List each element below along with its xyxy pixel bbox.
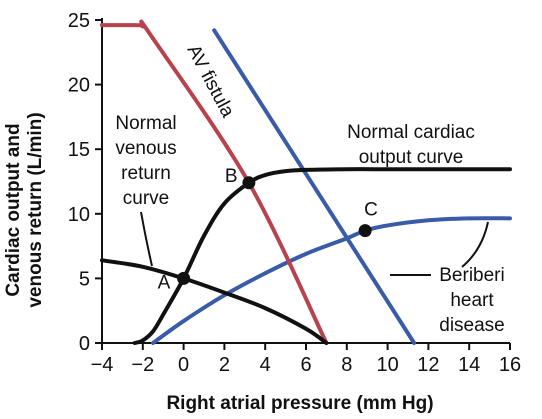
x-tick-label: 8: [341, 354, 352, 376]
svg-text:Beriberi: Beriberi: [439, 265, 504, 286]
x-tick-label: −4: [91, 354, 114, 376]
leader-venous-return: [141, 212, 152, 266]
point-label-c: C: [364, 200, 378, 221]
svg-text:Normal cardiac: Normal cardiac: [347, 122, 475, 143]
y-tick-label: 25: [68, 10, 90, 32]
point-b: [242, 176, 255, 189]
leader-beriberi-upper: [462, 222, 488, 267]
svg-text:disease: disease: [439, 315, 505, 336]
x-axis-title: Right atrial pressure (mm Hg): [166, 393, 433, 414]
y-tick-label: 15: [68, 139, 90, 161]
y-axis-title-line1: Cardiac output and: [3, 123, 24, 296]
svg-text:Normal: Normal: [115, 113, 176, 134]
x-tick-label: 16: [499, 354, 521, 376]
equilibrium-points: A B C: [158, 166, 378, 294]
svg-text:venous: venous: [115, 138, 176, 159]
x-tick-label: 12: [417, 354, 439, 376]
svg-text:output curve: output curve: [359, 147, 464, 168]
y-tick-label: 10: [68, 204, 90, 226]
y-tick-label: 20: [68, 75, 90, 97]
y-axis-title-line2: venous return (L/min): [25, 112, 46, 307]
x-tick-label: 2: [219, 354, 230, 376]
point-label-b: B: [225, 166, 238, 187]
point-a: [177, 272, 190, 285]
svg-text:return: return: [121, 163, 171, 184]
annotation-beriberi: Beriberi heart disease: [439, 265, 505, 336]
x-tick-label: 4: [260, 354, 271, 376]
x-tick-label: −2: [131, 354, 154, 376]
x-tick-label: 0: [178, 354, 189, 376]
point-c: [359, 224, 372, 237]
svg-text:heart: heart: [450, 290, 494, 311]
x-tick-label: 14: [458, 354, 480, 376]
annotation-normal-venous-return: Normal venous return curve: [115, 113, 176, 209]
svg-text:curve: curve: [123, 188, 169, 209]
x-tick-label: 6: [300, 354, 311, 376]
annotation-normal-cardiac-output: Normal cardiac output curve: [347, 122, 475, 168]
x-tick-label: 10: [376, 354, 398, 376]
y-tick-label: 0: [79, 333, 90, 355]
y-tick-label: 5: [79, 268, 90, 290]
point-label-a: A: [158, 272, 171, 293]
